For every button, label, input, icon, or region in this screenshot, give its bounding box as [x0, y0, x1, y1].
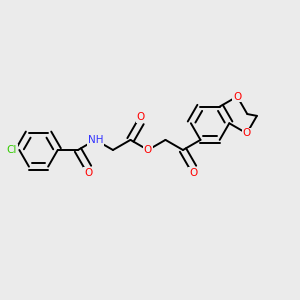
Text: O: O	[243, 128, 251, 138]
Text: O: O	[233, 92, 241, 101]
Text: NH: NH	[88, 135, 103, 145]
Text: O: O	[136, 112, 145, 122]
Text: O: O	[84, 168, 92, 178]
Text: O: O	[189, 168, 197, 178]
Text: Cl: Cl	[7, 145, 17, 155]
Text: O: O	[144, 145, 152, 155]
